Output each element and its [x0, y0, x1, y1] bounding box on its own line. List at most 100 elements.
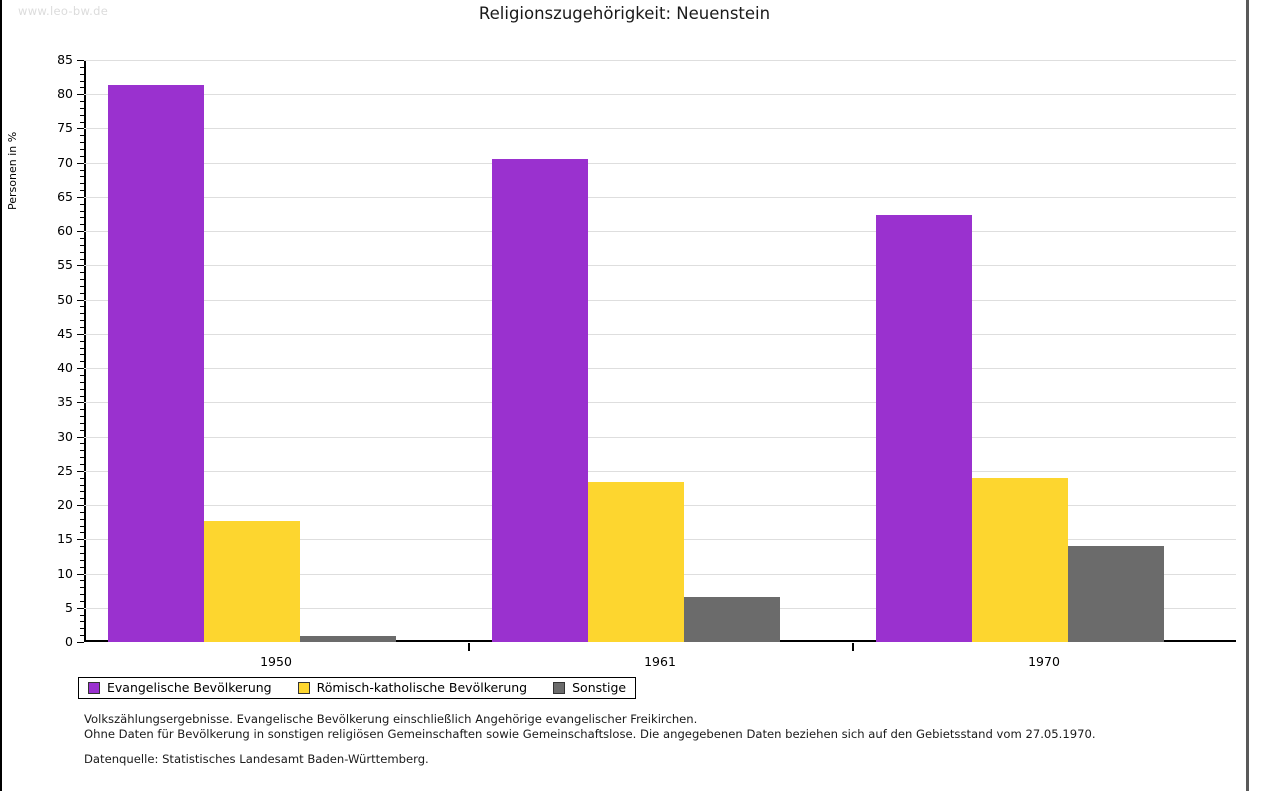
y-tick-major: [77, 642, 84, 643]
y-tick-minor: [80, 443, 84, 445]
y-tick-major: [77, 231, 84, 233]
y-axis-tick-label: 30: [57, 428, 73, 444]
y-tick-minor: [80, 635, 84, 637]
gridline: [84, 128, 1236, 130]
y-axis-tick-label: 40: [57, 360, 73, 376]
y-tick-minor: [80, 183, 84, 185]
y-axis-tick-label: 80: [57, 86, 73, 102]
y-tick-major: [77, 162, 84, 164]
y-tick-minor: [80, 87, 84, 89]
y-tick-minor: [80, 272, 84, 274]
y-axis-tick-label: 25: [57, 462, 73, 478]
y-tick-minor: [80, 429, 84, 431]
bar: [876, 215, 972, 642]
y-tick-minor: [80, 511, 84, 513]
legend-item: Sonstige: [553, 680, 626, 695]
y-tick-minor: [80, 552, 84, 554]
y-tick-minor: [80, 169, 84, 171]
x-axis-tick-label: 1961: [644, 654, 676, 669]
y-tick-minor: [80, 292, 84, 294]
x-axis-tick-label: 1950: [260, 654, 292, 669]
y-tick-minor: [80, 121, 84, 123]
y-tick-minor: [80, 238, 84, 240]
y-tick-minor: [80, 80, 84, 82]
gridline: [84, 333, 1236, 335]
gridline: [84, 231, 1236, 233]
y-tick-minor: [80, 580, 84, 582]
y-axis-tick-label: 65: [57, 188, 73, 204]
y-axis-tick-label: 85: [57, 52, 73, 67]
gridline: [84, 196, 1236, 198]
y-axis-tick-label: 50: [57, 291, 73, 307]
y-tick-minor: [80, 203, 84, 205]
y-tick-major: [77, 196, 84, 198]
y-tick-minor: [80, 498, 84, 500]
y-tick-minor: [80, 477, 84, 479]
y-tick-minor: [80, 190, 84, 192]
y-tick-minor: [80, 258, 84, 260]
y-tick-minor: [80, 306, 84, 308]
y-axis-tick-label: 0: [65, 634, 73, 649]
y-tick-major: [77, 333, 84, 335]
gridline: [84, 60, 1236, 61]
y-tick-minor: [80, 73, 84, 75]
y-tick-minor: [80, 409, 84, 411]
y-tick-major: [77, 94, 84, 96]
y-tick-minor: [80, 422, 84, 424]
y-tick-minor: [80, 251, 84, 253]
y-tick-minor: [80, 450, 84, 452]
y-tick-minor: [80, 566, 84, 568]
y-axis-tick-label: 45: [57, 325, 73, 341]
gridline: [84, 265, 1236, 267]
y-tick-minor: [80, 600, 84, 602]
y-tick-major: [77, 573, 84, 575]
y-tick-major: [77, 470, 84, 472]
bar: [684, 596, 780, 642]
y-tick-minor: [80, 149, 84, 150]
y-axis-tick-label: 70: [57, 154, 73, 170]
legend-item-label: Sonstige: [572, 680, 627, 695]
x-tick: [468, 643, 470, 651]
y-axis-tick-label: 15: [57, 531, 73, 547]
y-tick-minor: [80, 559, 84, 561]
y-tick-minor: [80, 107, 84, 109]
bar: [492, 159, 588, 642]
y-tick-major: [77, 265, 84, 267]
y-axis-tick-label: 55: [57, 257, 73, 273]
data-source-note: Datenquelle: Statistisches Landesamt Bad…: [84, 752, 429, 766]
y-tick-major: [77, 505, 84, 507]
legend: Evangelische Bevölkerung Römisch-katholis…: [78, 677, 637, 699]
y-tick-minor: [80, 532, 84, 534]
y-tick-minor: [80, 142, 84, 144]
y-tick-minor: [80, 279, 84, 281]
y-tick-minor: [80, 614, 84, 616]
bar: [108, 84, 204, 642]
legend-item: Römisch-katholische Bevölkerung: [297, 680, 528, 695]
y-tick-minor: [80, 244, 84, 246]
y-tick-minor: [80, 361, 84, 363]
footnote-line-2: Ohne Daten für Bevölkerung in sonstigen …: [84, 726, 1096, 741]
bar: [588, 482, 684, 642]
gridline: [84, 94, 1236, 96]
y-tick-minor: [80, 381, 84, 383]
page-title: Religionszugehörigkeit: Neuenstein: [478, 4, 771, 23]
legend-item-label: Römisch-katholische Bevölkerung: [316, 680, 528, 695]
bar: [300, 635, 396, 642]
y-tick-minor: [80, 518, 84, 520]
y-tick-minor: [80, 416, 84, 418]
y-tick-minor: [80, 135, 84, 137]
y-tick-major: [77, 539, 84, 541]
y-tick-major: [77, 368, 84, 370]
y-tick-minor: [80, 594, 84, 596]
bar: [1068, 546, 1164, 642]
bar: [972, 478, 1068, 642]
bar: [204, 520, 300, 642]
y-tick-minor: [80, 628, 84, 630]
y-tick-minor: [80, 395, 84, 397]
y-tick-minor: [80, 217, 84, 219]
y-tick-minor: [80, 285, 84, 287]
chart-frame: [0, 0, 1249, 791]
y-axis-tick-label: 75: [57, 120, 73, 136]
y-tick-major: [77, 128, 84, 130]
